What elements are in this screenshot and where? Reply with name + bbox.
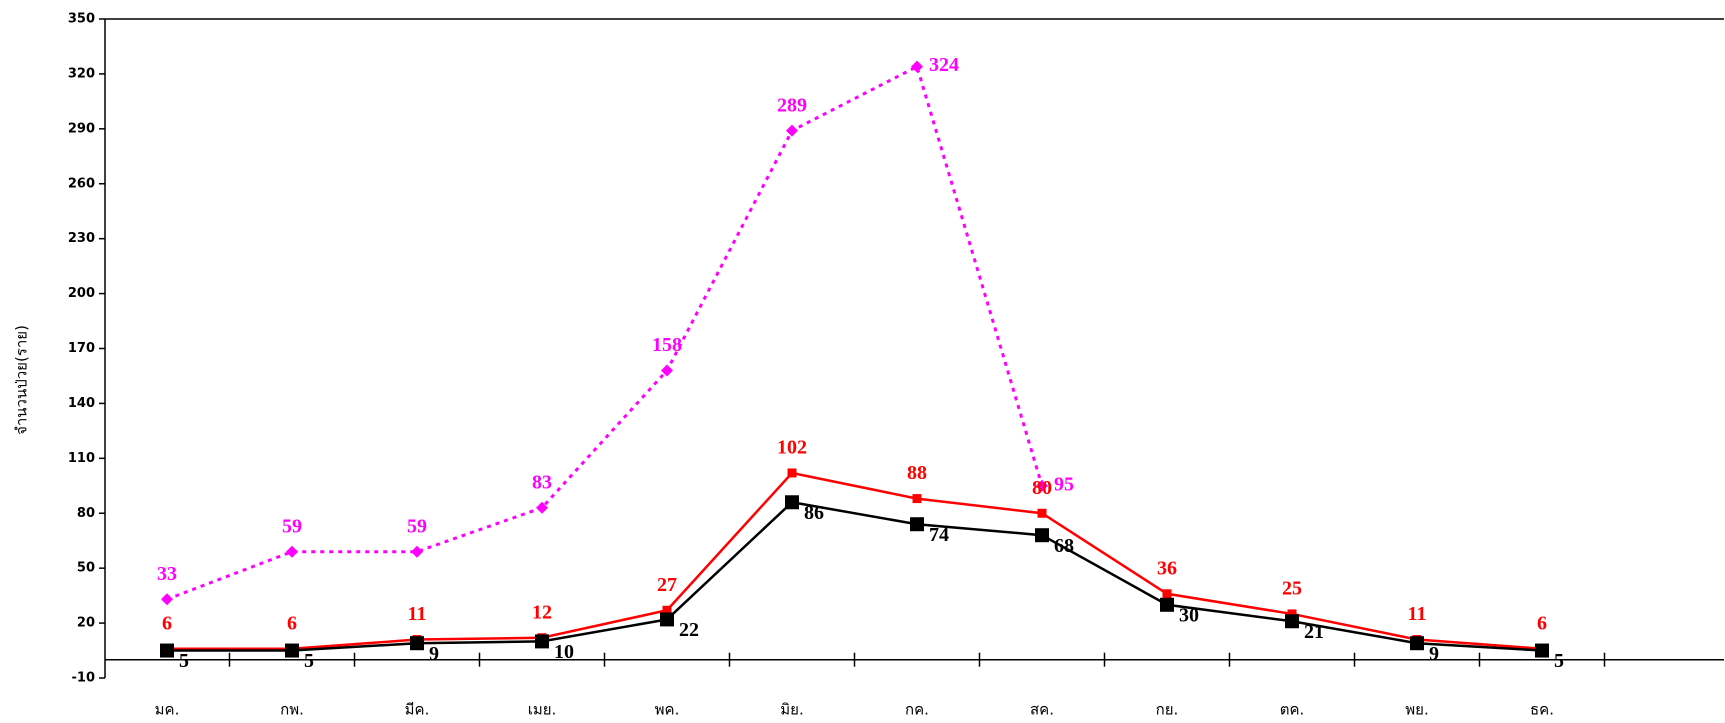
marker xyxy=(161,593,173,606)
data-label: 5 xyxy=(1554,650,1564,672)
marker xyxy=(662,605,672,615)
data-label: 59 xyxy=(282,515,302,537)
data-label: 27 xyxy=(657,574,677,596)
data-label: 10 xyxy=(554,641,574,663)
x-tick-label: กย. xyxy=(1156,701,1179,719)
marker xyxy=(1410,636,1424,651)
data-label: 95 xyxy=(1054,473,1074,495)
x-tick-label: ธค. xyxy=(1530,701,1554,719)
x-tick-label: มค. xyxy=(155,701,180,719)
series-line xyxy=(167,500,1543,652)
marker xyxy=(660,612,674,627)
marker xyxy=(1535,643,1549,658)
data-label: 74 xyxy=(929,524,949,546)
series-line xyxy=(167,471,1543,650)
marker xyxy=(910,517,924,532)
data-label: 36 xyxy=(1157,557,1177,579)
data-label: 30 xyxy=(1179,604,1199,626)
y-tick-label: 50 xyxy=(77,561,95,576)
marker xyxy=(786,124,798,137)
data-label: 68 xyxy=(1054,535,1074,557)
data-label: 289 xyxy=(777,94,807,116)
data-label: 5 xyxy=(304,650,314,672)
x-tick-label: กค. xyxy=(905,701,929,719)
marker xyxy=(911,60,923,73)
data-label: 59 xyxy=(407,515,427,537)
data-label: 11 xyxy=(408,603,427,625)
data-label: 22 xyxy=(679,619,699,641)
y-tick-label: 260 xyxy=(68,176,95,191)
data-label: 9 xyxy=(429,643,439,665)
marker xyxy=(536,501,548,514)
data-label: 6 xyxy=(287,612,297,634)
x-tick-label: พค. xyxy=(655,701,680,719)
data-label: 5 xyxy=(179,650,189,672)
marker xyxy=(1285,614,1299,629)
marker xyxy=(286,545,298,558)
data-label: 12 xyxy=(532,601,552,623)
y-tick-label: 20 xyxy=(77,616,95,631)
data-label: 6 xyxy=(162,612,172,634)
marker xyxy=(285,643,299,658)
y-tick-label: 170 xyxy=(68,341,95,356)
data-label: 158 xyxy=(652,334,682,356)
data-label: 33 xyxy=(157,563,177,585)
data-label: 83 xyxy=(532,471,552,493)
marker xyxy=(1162,589,1172,599)
marker xyxy=(912,494,922,504)
marker xyxy=(160,643,174,658)
marker xyxy=(411,545,423,558)
y-tick-label: 320 xyxy=(68,66,95,81)
marker xyxy=(410,636,424,651)
marker xyxy=(1037,508,1047,518)
marker xyxy=(1035,528,1049,543)
y-tick-label: 230 xyxy=(68,231,95,246)
marker xyxy=(535,634,549,649)
data-label: 80 xyxy=(1032,477,1052,499)
data-label: 102 xyxy=(777,437,807,459)
x-tick-label: กพ. xyxy=(280,701,304,719)
y-tick-label: 110 xyxy=(68,451,95,466)
y-tick-label: 200 xyxy=(68,286,95,301)
y-tick-label: -10 xyxy=(72,671,96,686)
x-tick-label: พย. xyxy=(1405,701,1428,719)
data-label: 21 xyxy=(1304,621,1324,643)
x-tick-label: เมย. xyxy=(528,701,557,719)
x-tick-label: มีค. xyxy=(405,701,430,719)
y-tick-label: 290 xyxy=(68,121,95,136)
data-label: 6 xyxy=(1537,612,1547,634)
data-label: 88 xyxy=(907,462,927,484)
x-tick-label: มิย. xyxy=(780,701,803,719)
data-label: 11 xyxy=(1408,603,1427,625)
marker xyxy=(1287,609,1297,619)
marker xyxy=(785,495,799,510)
x-tick-label: สค. xyxy=(1030,701,1054,719)
data-label: 324 xyxy=(929,54,959,76)
y-axis-label: จำนวนป่วย(ราย) xyxy=(13,325,31,435)
y-tick-label: 350 xyxy=(68,12,95,27)
marker xyxy=(787,468,797,478)
marker xyxy=(1036,479,1048,492)
x-tick-label: ตค. xyxy=(1280,701,1305,719)
marker xyxy=(661,364,673,377)
data-label: 9 xyxy=(1429,643,1439,665)
marker xyxy=(1160,597,1174,612)
data-label: 25 xyxy=(1282,578,1302,600)
y-tick-label: 140 xyxy=(68,396,95,411)
series-line xyxy=(166,64,1044,601)
y-tick-label: 80 xyxy=(77,506,95,521)
data-label: 86 xyxy=(804,502,824,524)
